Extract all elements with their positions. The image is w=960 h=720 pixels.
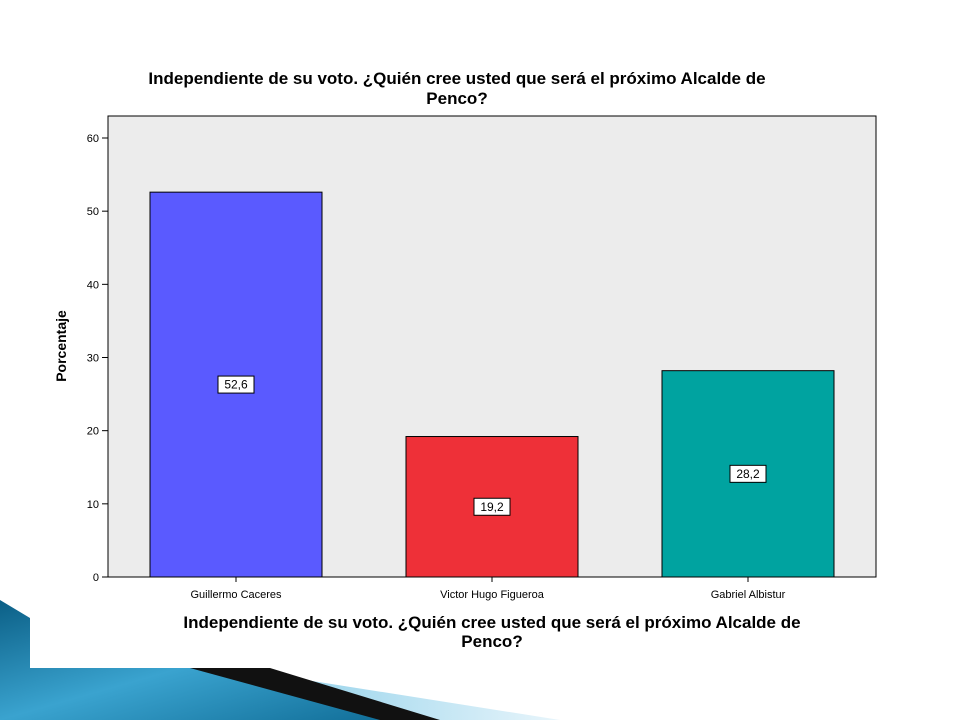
x-axis-label-line-1: Independiente de su voto. ¿Quién cree us… [183, 613, 800, 632]
x-tick-label: Guillermo Caceres [190, 589, 282, 601]
data-label-box [473, 497, 511, 516]
y-tick-label: 10 [87, 499, 99, 511]
x-tick-label: Victor Hugo Figueroa [440, 589, 545, 601]
chart-title-line-2: Penco? [426, 89, 487, 108]
data-label-box [217, 375, 255, 394]
data-label-box [729, 464, 767, 483]
x-tick-label: Gabriel Albistur [711, 589, 786, 601]
y-axis-label: Porcentaje [53, 310, 69, 382]
bars-group: 52,6 19,2 28,2 [149, 191, 835, 578]
corner-dark-stripe [190, 668, 440, 720]
x-axis: Guillermo Caceres Victor Hugo Figueroa Gab… [190, 577, 786, 601]
y-tick-label: 0 [93, 572, 99, 584]
y-tick-label: 40 [87, 279, 99, 291]
y-tick-label: 60 [87, 133, 99, 145]
y-axis: 0 10 20 30 40 50 60 [87, 133, 108, 584]
y-tick-label: 20 [87, 426, 99, 438]
data-label: 28,2 [736, 467, 760, 481]
data-label: 52,6 [224, 378, 248, 392]
data-label: 19,2 [480, 500, 504, 514]
y-tick-label: 30 [87, 353, 99, 365]
y-tick-label: 50 [87, 206, 99, 218]
x-axis-label-line-2: Penco? [461, 632, 522, 651]
corner-blue-band [0, 600, 420, 720]
chart-title-line-1: Independiente de su voto. ¿Quién cree us… [148, 69, 765, 88]
